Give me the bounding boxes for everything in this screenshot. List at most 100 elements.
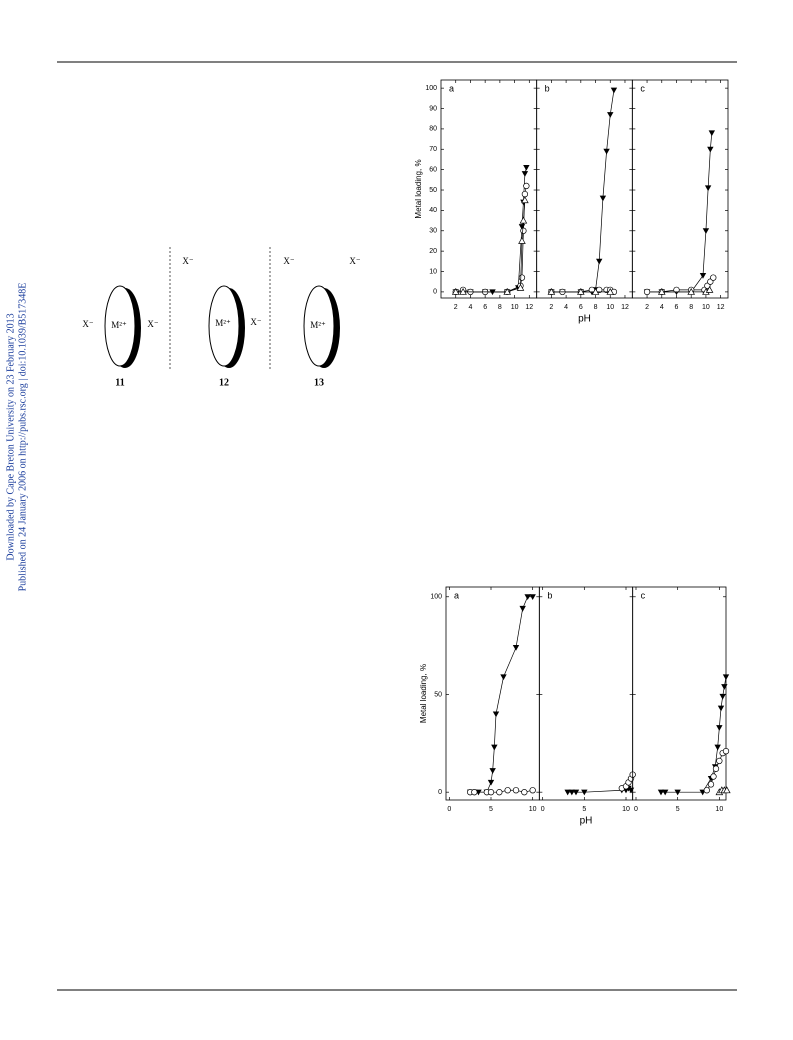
x-tick-label: 12 (525, 304, 533, 311)
y-axis-label: Metal loading, % (419, 664, 428, 723)
marker (699, 273, 707, 279)
y-tick-label: 50 (434, 691, 442, 698)
ion-shell (208, 285, 240, 367)
panel: c 2 4 6 8 10 12 (631, 79, 729, 311)
marker (702, 228, 710, 234)
structure: M²⁺ X⁻ X⁻ 12 (182, 256, 261, 388)
x-tick-label: 0 (447, 806, 451, 813)
panel-frame (632, 586, 727, 801)
series-line (455, 200, 526, 293)
panel: b 0 5 10 (538, 586, 636, 813)
marker (722, 674, 730, 681)
x-tick-label: 10 (715, 806, 723, 813)
panel-frame (631, 79, 729, 299)
y-tick-label: 20 (429, 248, 437, 255)
marker (523, 165, 530, 171)
x-tick-label: 10 (702, 304, 710, 311)
marker (516, 283, 525, 291)
marker (512, 787, 520, 794)
compound-number: 11 (115, 377, 124, 388)
marker (512, 645, 520, 651)
x-tick-label: 8 (498, 304, 502, 311)
marker (471, 789, 478, 796)
x-tick-label: 8 (594, 304, 598, 311)
marker (577, 287, 585, 295)
marker (504, 787, 511, 794)
panel: a 0 50 100 0 5 10 (430, 586, 540, 813)
compound-number: 12 (219, 377, 229, 388)
marker (643, 288, 651, 296)
figure: a 0 10 20 30 40 50 60 70 80 90 100 2 4 6 8 10 12 b 2 4 6 8 10 12… (414, 79, 729, 325)
x-tick-label: 4 (468, 304, 472, 311)
marker (521, 190, 529, 198)
marker (529, 787, 536, 794)
x-tick-label: 12 (621, 304, 629, 311)
x-axis-label: pH (580, 816, 593, 827)
anion-label: X⁻ (82, 319, 93, 329)
diagram: M²⁺ X⁻ X⁻ 11 M²⁺ X⁻ X⁻ 12 M²⁺ X⁻ X⁻ 13 (82, 247, 361, 388)
x-tick-label: 10 (529, 806, 537, 813)
y-tick-label: 70 (429, 146, 437, 153)
x-tick-label: 4 (564, 304, 568, 311)
y-tick-label: 80 (429, 126, 437, 133)
marker (519, 216, 528, 224)
x-tick-label: 6 (579, 304, 583, 311)
panel: c 0 5 10 (632, 586, 731, 813)
marker (603, 148, 610, 155)
y-tick-label: 100 (430, 594, 442, 601)
x-tick-label: 10 (606, 304, 614, 311)
anion-label: X⁻ (250, 317, 261, 327)
y-tick-label: 0 (433, 289, 437, 296)
panel-label: a (449, 83, 454, 93)
y-tick-label: 30 (429, 228, 437, 235)
marker (500, 674, 507, 681)
panel-label: c (640, 83, 645, 93)
marker (572, 789, 580, 796)
marker (599, 195, 607, 202)
marker (707, 781, 715, 788)
marker (524, 594, 531, 600)
marker (723, 786, 731, 794)
series-line (661, 676, 727, 793)
marker (521, 171, 529, 177)
marker (704, 185, 712, 192)
marker (521, 789, 528, 796)
marker (487, 779, 495, 786)
panel: b 2 4 6 8 10 12 (536, 79, 633, 311)
marker (451, 287, 460, 295)
x-tick-label: 5 (676, 806, 680, 813)
marker (707, 146, 714, 153)
series-line (551, 90, 615, 293)
marker (581, 789, 588, 796)
marker (717, 705, 725, 712)
series-line (647, 132, 713, 293)
panel-label: b (547, 590, 552, 600)
anion-label: X⁻ (182, 256, 193, 266)
y-axis-label: Metal loading, % (414, 159, 423, 218)
y-tick-label: 0 (438, 789, 442, 796)
panel-label: a (454, 590, 459, 600)
marker (674, 789, 681, 796)
marker (518, 237, 526, 244)
y-tick-label: 100 (425, 85, 437, 92)
marker (521, 196, 529, 204)
structure: M²⁺ X⁻ X⁻ 13 (283, 256, 360, 388)
marker (606, 287, 615, 295)
marker (491, 744, 498, 751)
x-tick-label: 8 (689, 304, 693, 311)
marker (721, 684, 728, 690)
marker (459, 287, 467, 295)
side-note: Downloaded by Cape Breton University on … (5, 313, 16, 560)
ion-label: M²⁺ (111, 320, 127, 330)
x-tick-label: 0 (634, 806, 638, 813)
figure: a 0 50 100 0 5 10 b 0 5 10 c 0 5 10 pH Metal loading, % (419, 586, 731, 827)
marker (523, 182, 530, 190)
compound-number: 13 (314, 377, 324, 388)
y-tick-label: 10 (429, 268, 437, 275)
structure: M²⁺ X⁻ X⁻ 11 (82, 285, 159, 388)
marker (719, 693, 726, 700)
side-note: Published on 24 January 2006 on http://p… (17, 283, 28, 592)
marker (591, 287, 600, 295)
